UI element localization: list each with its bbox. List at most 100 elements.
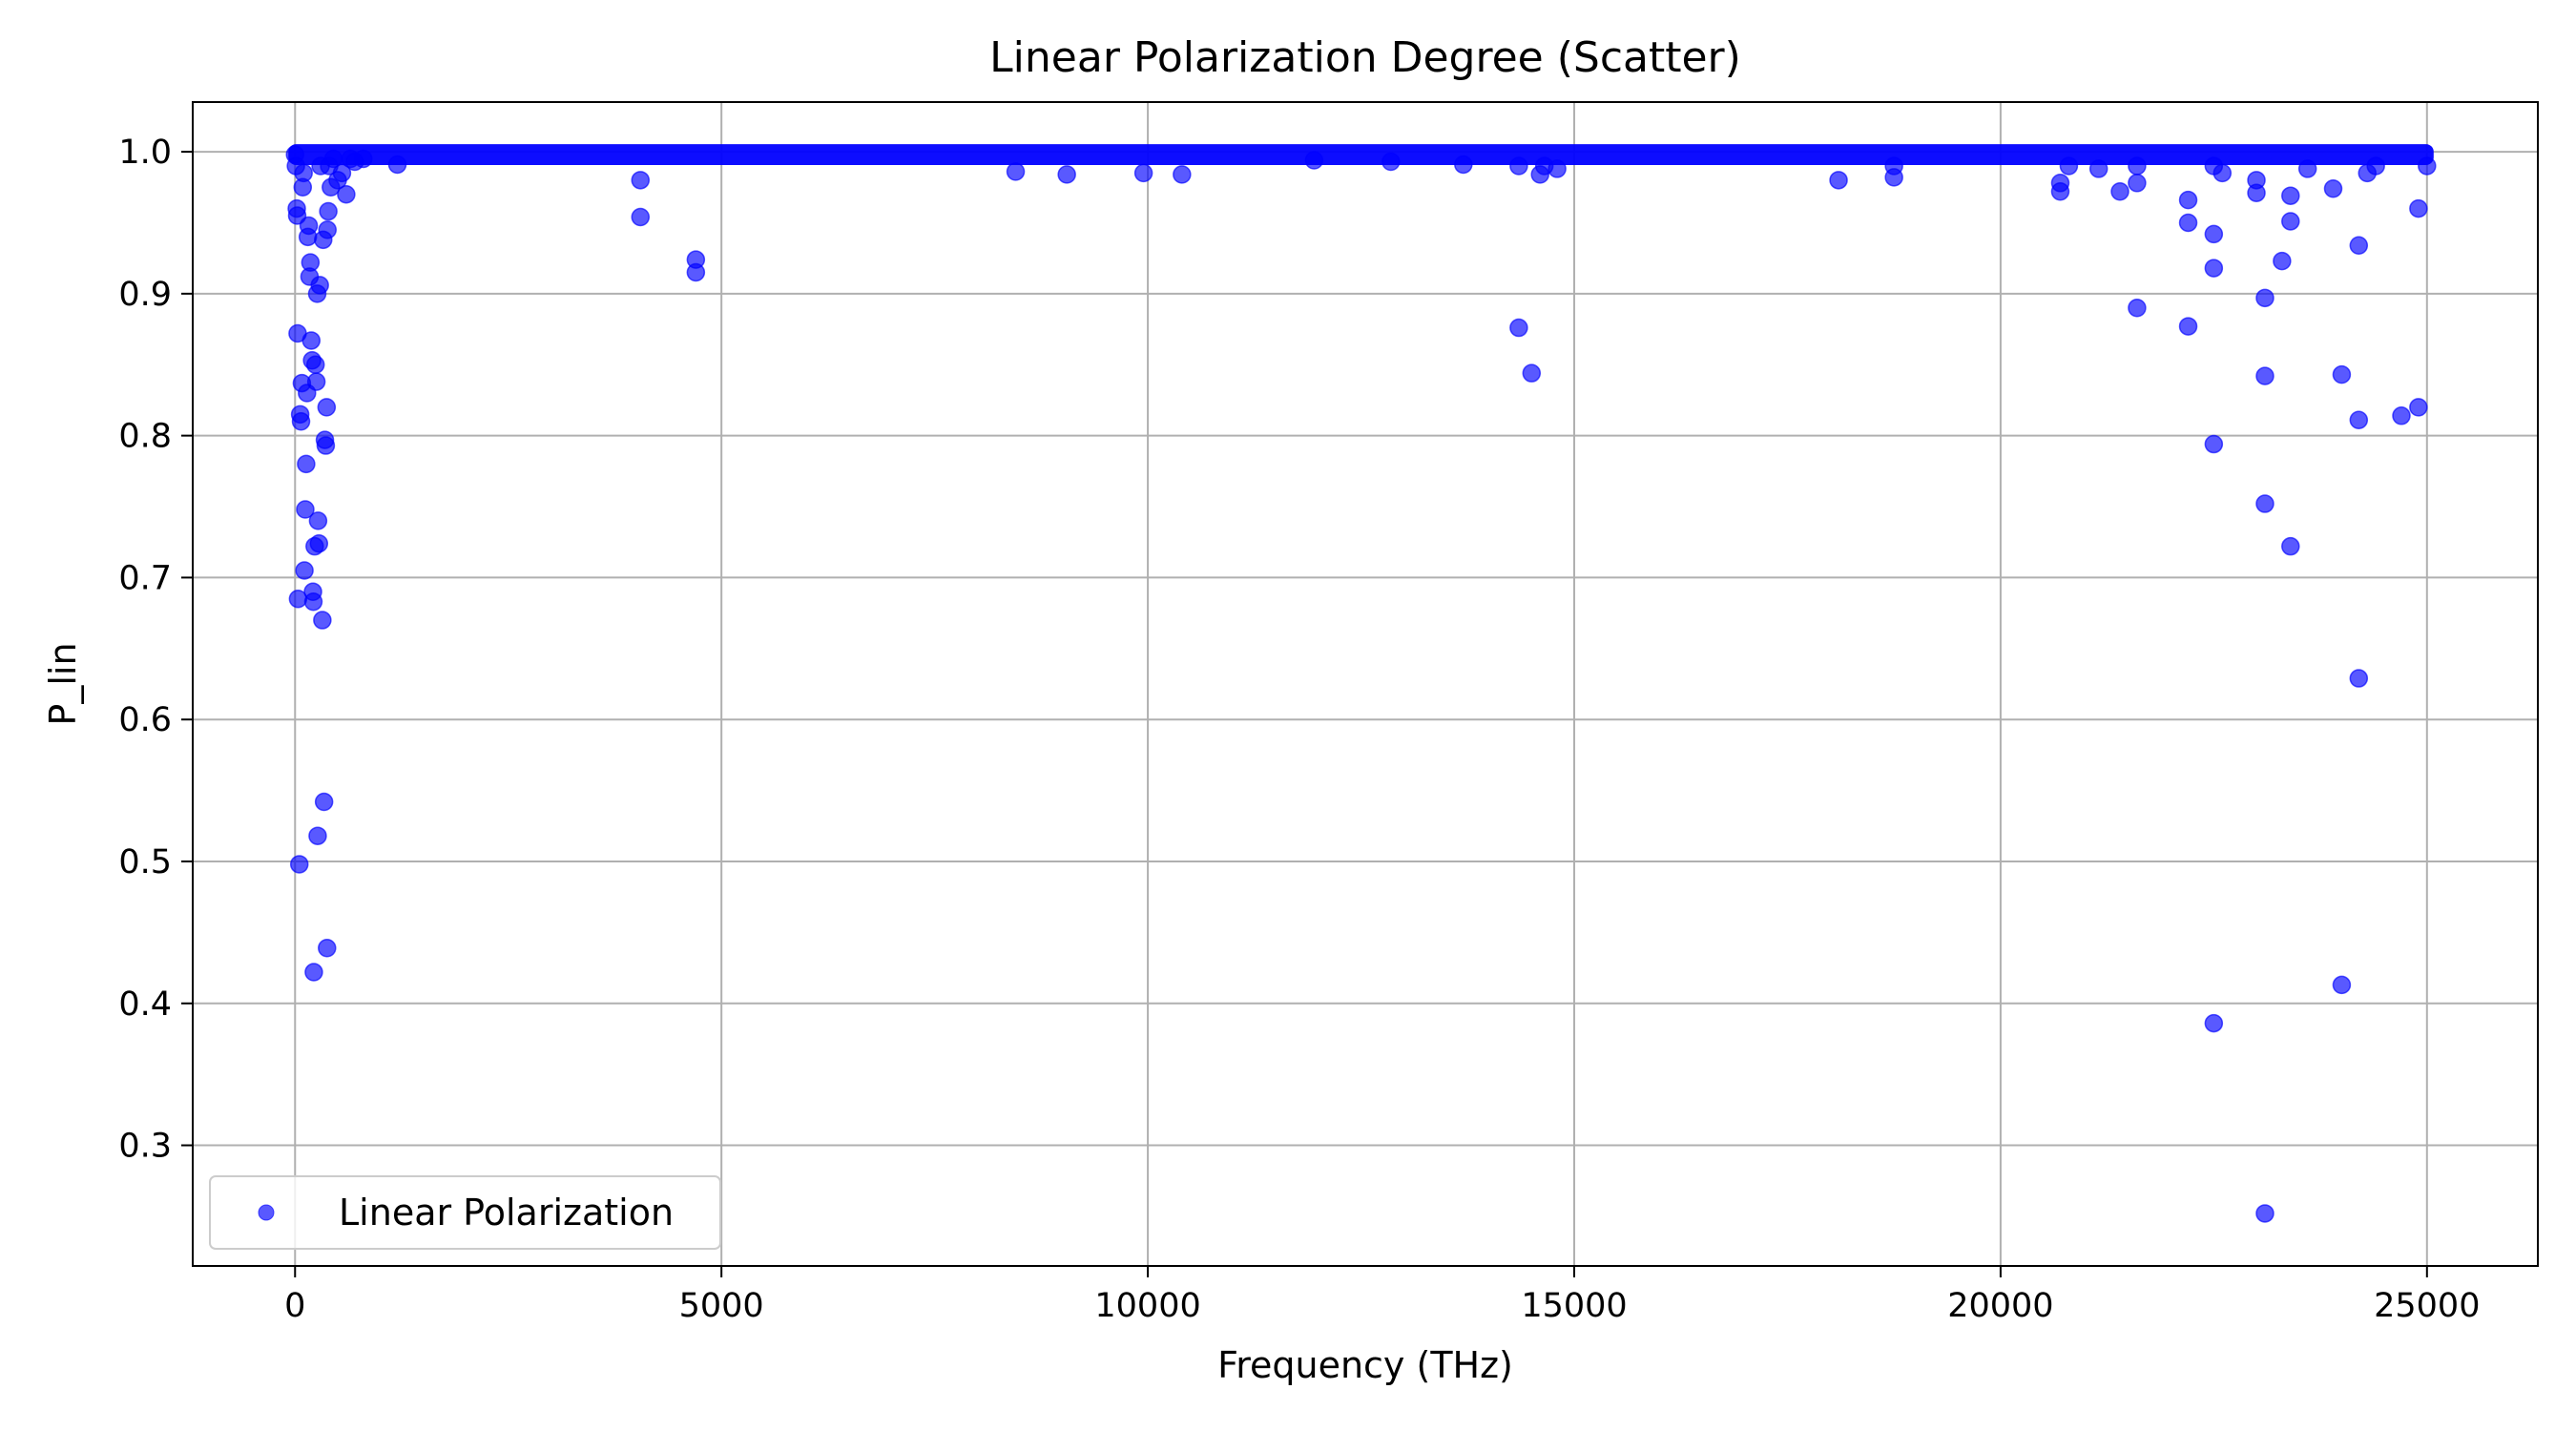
y-tick-label: 0.5 — [118, 843, 172, 881]
scatter-point — [1304, 151, 1324, 170]
scatter-point — [2409, 398, 2428, 417]
scatter-point — [2281, 186, 2300, 205]
y-tick-label: 0.7 — [118, 559, 172, 597]
x-tick-label: 20000 — [1947, 1287, 2053, 1325]
scatter-point — [2273, 251, 2292, 271]
scatter-point — [1133, 163, 1153, 183]
scatter-point — [1829, 171, 1848, 190]
scatter-point — [2178, 317, 2198, 336]
x-axis-ticks: 0 5000 10000 15000 20000 25000 — [284, 1266, 2480, 1325]
scatter-point — [2050, 181, 2070, 201]
scatter-point — [2349, 410, 2369, 430]
scatter-point — [313, 611, 332, 630]
scatter-point — [291, 412, 311, 431]
scatter-point — [2204, 224, 2224, 244]
legend-label: Linear Polarization — [339, 1192, 674, 1234]
scatter-point — [354, 149, 373, 169]
scatter-point — [304, 963, 323, 982]
scatter-point — [1006, 162, 1026, 181]
y-axis-ticks: 0.3 0.4 0.5 0.6 0.7 0.8 0.9 1.0 — [118, 134, 193, 1166]
scatter-point — [2255, 1204, 2275, 1223]
x-tick-label: 5000 — [679, 1287, 764, 1325]
scatter-point — [2204, 259, 2224, 278]
scatter-point — [1057, 165, 1076, 184]
scatter-point — [305, 355, 325, 374]
x-axis-label: Frequency (THz) — [1217, 1344, 1513, 1386]
scatter-point — [1381, 152, 1401, 172]
scatter-point — [2128, 156, 2147, 176]
scatter-point — [2297, 159, 2317, 178]
scatter-point — [301, 253, 321, 272]
x-tick-label: 0 — [284, 1287, 305, 1325]
scatter-point — [631, 171, 651, 190]
scatter-point — [2247, 183, 2266, 202]
scatter-point — [319, 201, 338, 221]
scatter-point — [686, 262, 706, 282]
y-tick-label: 0.9 — [118, 276, 172, 314]
scatter-point — [310, 276, 329, 295]
scatter-point — [2255, 366, 2275, 385]
legend: Linear Polarization — [209, 1175, 721, 1250]
scatter-point — [2204, 434, 2224, 454]
scatter-point — [2178, 213, 2198, 233]
scatter-point — [306, 372, 326, 391]
scatter-point — [2255, 288, 2275, 308]
scatter-point — [2212, 163, 2233, 183]
scatter-point — [317, 398, 337, 417]
scatter-point — [294, 163, 313, 183]
legend-box — [209, 1175, 721, 1250]
y-tick-label: 0.6 — [118, 701, 172, 739]
scatter-point — [1884, 156, 1903, 176]
scatter-point — [1454, 155, 1473, 175]
scatter-point — [303, 591, 323, 612]
scatter-point — [308, 826, 327, 845]
scatter-point — [299, 216, 319, 236]
scatter-point — [318, 220, 337, 239]
scatter-point — [2178, 190, 2198, 210]
scatter-point — [309, 533, 329, 553]
scatter-point — [631, 207, 651, 227]
scatter-point — [2128, 298, 2147, 318]
scatter-point — [301, 331, 321, 350]
scatter-point — [2323, 179, 2343, 198]
scatter-point — [2255, 494, 2275, 513]
scatter-point — [1509, 318, 1528, 338]
scatter-point — [314, 792, 334, 812]
scatter-point — [2059, 156, 2079, 176]
x-tick-label: 10000 — [1094, 1287, 1200, 1325]
scatter-point — [316, 436, 336, 455]
y-axis-label: P_lin — [42, 642, 84, 725]
scatter-point — [2418, 156, 2437, 176]
y-tick-label: 0.3 — [118, 1128, 172, 1166]
scatter-point — [387, 155, 407, 175]
scatter-point — [308, 511, 328, 530]
scatter-point — [2088, 159, 2109, 178]
scatter-point — [1522, 363, 1542, 383]
scatter-point — [2366, 156, 2385, 176]
scatter-point — [2349, 236, 2369, 256]
scatter-point — [2332, 364, 2352, 384]
dense-points-band — [288, 144, 2434, 166]
y-tick-label: 1.0 — [118, 134, 172, 172]
scatter-point — [337, 184, 356, 204]
scatter-point — [297, 454, 316, 474]
x-tick-label: 25000 — [2374, 1287, 2480, 1325]
scatter-point — [332, 163, 352, 183]
scatter-point — [2128, 174, 2147, 193]
scatter-point — [2204, 1013, 2224, 1033]
scatter-point — [2332, 975, 2352, 995]
scatter-point — [295, 561, 314, 580]
y-tick-label: 0.8 — [118, 418, 172, 456]
scatter-point — [2392, 406, 2411, 425]
scatter-point — [1173, 165, 1192, 184]
chart-title: Linear Polarization Degree (Scatter) — [989, 33, 1741, 82]
scatter-point — [2110, 181, 2129, 201]
scatter-point — [1548, 159, 1567, 178]
scatter-point — [1509, 156, 1528, 176]
scatter-point — [296, 500, 315, 519]
x-tick-label: 15000 — [1521, 1287, 1627, 1325]
scatter-point — [289, 855, 309, 874]
scatter-point — [2281, 212, 2300, 231]
scatter-points — [285, 144, 2437, 1223]
